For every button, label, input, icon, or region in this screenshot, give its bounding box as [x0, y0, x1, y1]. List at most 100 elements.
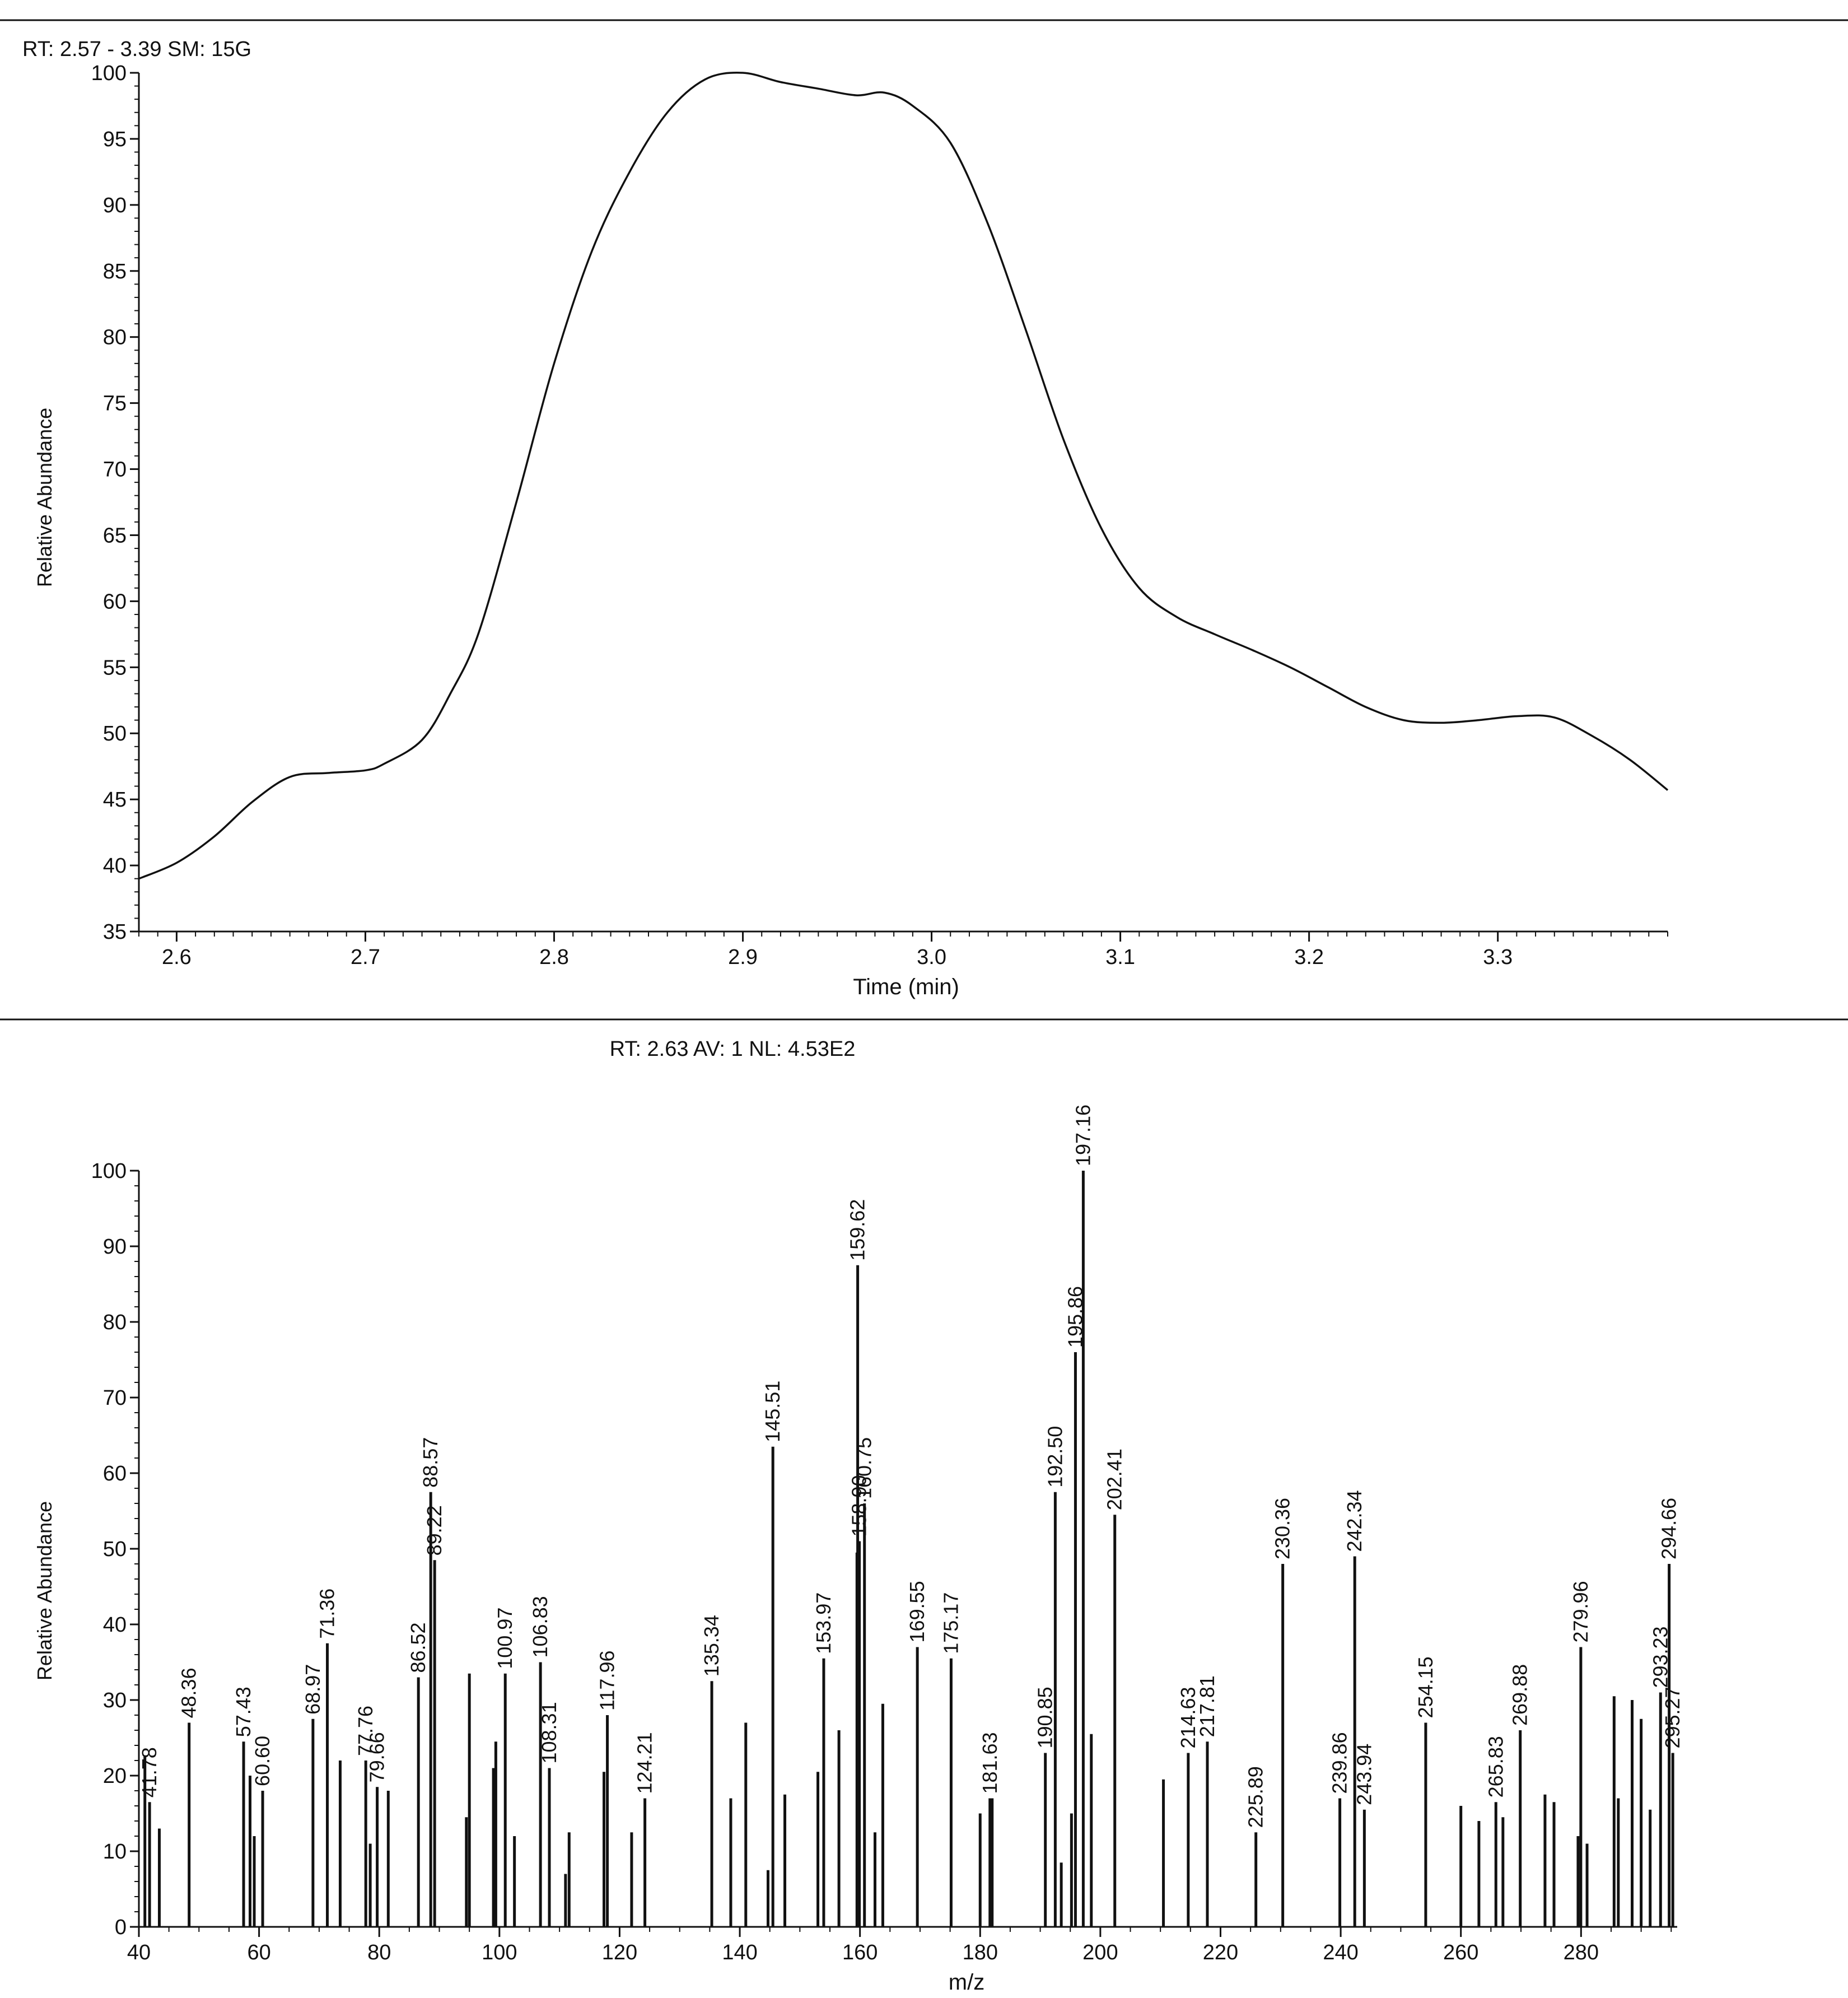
spectrum-peak-label: 214.63	[1177, 1687, 1200, 1748]
chromatogram-x-tick-label: 2.6	[162, 946, 192, 969]
chromatogram-x-axis-label: Time (min)	[853, 975, 959, 999]
spectrum-peak-label: 169.55	[906, 1581, 928, 1642]
spectrum-peak-label: 225.89	[1244, 1766, 1267, 1828]
spectrum-peak-label: 89.22	[423, 1505, 446, 1555]
spectrum-x-tick-label: 220	[1203, 1941, 1238, 1964]
chromatogram-y-tick-label: 45	[103, 788, 127, 812]
spectrum-y-tick-label: 90	[103, 1235, 127, 1259]
spectrum-y-axis-label: Relative Abundance	[33, 1501, 56, 1680]
chromatogram-x-tick-label: 3.0	[917, 946, 946, 969]
spectrum-peak-label: 230.36	[1271, 1498, 1294, 1559]
spectrum-peak-label: 124.21	[633, 1732, 656, 1794]
spectrum-peak-label: 202.41	[1103, 1449, 1126, 1510]
spectrum-y-tick-label: 20	[103, 1764, 127, 1788]
spectrum-x-tick-label: 140	[722, 1941, 757, 1964]
spectrum-y-tick-label: 10	[103, 1840, 127, 1864]
chromatogram-y-tick-label: 50	[103, 722, 127, 746]
spectrum-x-tick-label: 240	[1323, 1941, 1358, 1964]
spectrum-y-tick-label: 50	[103, 1538, 127, 1561]
spectrum-x-axis-label: m/z	[949, 1970, 984, 1995]
chromatogram-y-tick-label: 75	[103, 392, 127, 416]
mass-spectrum-panel: RT: 2.63 AV: 1 NL: 4.53E2 m/z Relative A…	[33, 1037, 1684, 1995]
spectrum-x-tick-label: 80	[367, 1941, 391, 1964]
spectrum-peak-label: 106.83	[529, 1596, 552, 1657]
spectrum-header: RT: 2.63 AV: 1 NL: 4.53E2	[610, 1037, 856, 1061]
spectrum-peak-label: 41.78	[138, 1747, 161, 1797]
chromatogram-y-axis-label: Relative Abundance	[33, 408, 56, 587]
spectrum-x-tick-label: 120	[602, 1941, 637, 1964]
spectrum-peak-label: 217.81	[1196, 1675, 1219, 1737]
spectrum-peak-label: 279.96	[1569, 1581, 1592, 1642]
spectrum-y-tick-label: 30	[103, 1689, 127, 1712]
spectrum-y-tick-label: 70	[103, 1386, 127, 1410]
spectrum-x-tick-label: 60	[247, 1941, 270, 1964]
spectrum-peak-label: 293.23	[1649, 1626, 1672, 1688]
chromatogram-y-tick-label: 95	[103, 128, 127, 151]
spectrum-x-tick-label: 40	[127, 1941, 151, 1964]
chromatogram-y-tick-label: 60	[103, 590, 127, 613]
spectrum-peak-label: 160.75	[853, 1437, 876, 1499]
spectrum-peak-label: 265.83	[1484, 1736, 1507, 1797]
spectrum-peak-label: 77.76	[354, 1706, 377, 1756]
spectrum-y-tick-label: 0	[115, 1916, 127, 1939]
spectrum-x-tick-label: 200	[1082, 1941, 1118, 1964]
chromatogram-axes	[138, 73, 1668, 933]
spectrum-x-tick-label: 280	[1564, 1941, 1599, 1964]
spectrum-peak-label: 181.63	[978, 1732, 1001, 1794]
spectrum-peak-label: 295.27	[1661, 1687, 1684, 1748]
chromatogram-x-tick-label: 2.8	[539, 946, 569, 969]
spectrum-x-tick-label: 100	[482, 1941, 517, 1964]
spectrum-peak-label: 158.90	[848, 1475, 871, 1536]
chromatogram-y-tick-label: 90	[103, 194, 127, 217]
spectrum-x-tick-label: 180	[963, 1941, 998, 1964]
chromatogram-y-tick-label: 65	[103, 524, 127, 547]
spectrum-peak-label: 243.94	[1352, 1744, 1375, 1805]
chromatogram-ticks: 2.6 2.7 2.8 2.9 3.0 3.1 3.2 3.3 35 40 45 50 55 60 65 70…	[91, 62, 1668, 969]
spectrum-peak-label: 48.36	[178, 1668, 200, 1718]
spectrum-peak-label: 117.96	[596, 1651, 619, 1711]
chromatogram-y-tick-label: 35	[103, 920, 127, 944]
spectrum-peak-label: 159.62	[846, 1199, 869, 1261]
spectrum-peak-label: 60.60	[251, 1736, 274, 1786]
chromatogram-x-tick-label: 3.1	[1105, 946, 1135, 969]
chromatogram-y-tick-label: 40	[103, 854, 127, 878]
spectrum-y-tick-label: 40	[103, 1613, 127, 1637]
chromatogram-y-tick-label: 85	[103, 260, 127, 283]
spectrum-peaks	[143, 1171, 1674, 1927]
chromatogram-y-tick-label: 80	[103, 326, 127, 350]
spectrum-x-tick-label: 160	[842, 1941, 878, 1964]
spectrum-y-tick-label: 100	[91, 1159, 127, 1183]
chromatogram-panel: RT: 2.57 - 3.39 SM: 15G Time (min) Relat…	[22, 38, 1669, 999]
spectrum-peak-label: 108.31	[538, 1702, 561, 1763]
chromatogram-x-tick-label: 3.3	[1483, 946, 1513, 969]
spectrum-peak-label: 68.97	[301, 1664, 324, 1715]
spectrum-peak-label: 88.57	[419, 1437, 442, 1488]
spectrum-peak-label: 195.86	[1064, 1286, 1087, 1348]
spectrum-axes	[138, 1171, 1677, 1928]
chromatogram-y-tick-label: 100	[91, 62, 127, 85]
chromatogram-header: RT: 2.57 - 3.39 SM: 15G	[22, 38, 251, 61]
spectrum-ticks: 40 60 80 100 120 140 160 180 200 220 240 260 280 0 10 2…	[91, 1159, 1672, 1964]
spectrum-peak-label: 254.15	[1414, 1656, 1437, 1718]
spectrum-y-tick-label: 60	[103, 1462, 127, 1485]
spectrum-peak-label: 100.97	[493, 1608, 516, 1669]
chromatogram-x-tick-label: 3.2	[1294, 946, 1324, 969]
spectrum-peak-label: 269.88	[1509, 1664, 1532, 1726]
chromatogram-series-line	[138, 72, 1669, 880]
spectrum-peak-label: 192.50	[1043, 1426, 1066, 1488]
spectrum-peak-label: 239.86	[1328, 1732, 1351, 1794]
chromatogram-y-tick-label: 70	[103, 458, 127, 482]
chromatogram-y-tick-label: 55	[103, 656, 127, 679]
spectrum-peak-label: 79.66	[366, 1732, 389, 1782]
spectrum-y-tick-label: 80	[103, 1311, 127, 1334]
chromatogram-x-tick-label: 2.7	[351, 946, 380, 969]
spectrum-peak-label: 190.85	[1034, 1687, 1057, 1748]
spectrum-peak-label: 57.43	[232, 1687, 255, 1737]
spectrum-peak-label: 242.34	[1343, 1490, 1366, 1552]
spectrum-peak-label: 135.34	[700, 1615, 723, 1676]
spectrum-peak-label: 175.17	[939, 1592, 962, 1654]
spectrum-peak-label: 145.51	[761, 1381, 784, 1442]
